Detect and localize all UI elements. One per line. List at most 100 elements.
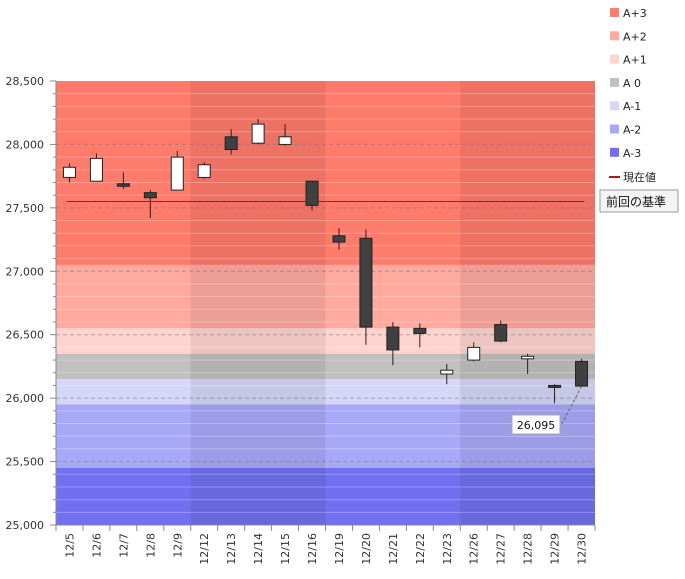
legend-item: A+1 (610, 54, 647, 67)
candle-12-7 (116, 172, 130, 189)
x-tick-label: 12/6 (90, 533, 103, 558)
price-callout-box (511, 414, 561, 435)
candle-body-down (143, 192, 157, 199)
legend-label: A+3 (623, 7, 647, 20)
candle-body-up (467, 346, 481, 361)
x-tick-label: 12/8 (144, 533, 157, 558)
candle-body-up (251, 123, 265, 144)
candle-body-down (386, 326, 400, 351)
candle-12-6 (89, 153, 103, 182)
x-tick-label: 12/9 (171, 533, 184, 558)
y-tick-label: 25,000 (6, 519, 45, 532)
legend-label: A+1 (623, 54, 647, 67)
legend-swatch (610, 77, 619, 87)
zone-band-Aplus3 (56, 81, 595, 265)
legend-label: A-2 (623, 124, 641, 137)
week-shade-1 (190, 81, 326, 525)
y-tick-label: 28,500 (6, 75, 45, 88)
x-tick-label: 12/19 (333, 533, 346, 565)
price-callout-label: 26,095 (517, 419, 556, 432)
zone-band-Aminus3 (56, 467, 595, 525)
candle-12-23 (440, 363, 454, 385)
candle-12-8 (143, 190, 157, 219)
legend-swatch (610, 147, 619, 157)
price-callout-leader (561, 385, 582, 425)
candle-12-29 (548, 384, 562, 404)
zone-band-Aminus1 (56, 379, 595, 405)
candle-12-27 (494, 320, 508, 343)
legend-item: A+2 (610, 30, 647, 43)
candle-layer (62, 119, 589, 404)
y-tick-label: 25,500 (6, 456, 45, 469)
y-tick-label: 27,500 (6, 202, 45, 215)
candle-body-up (89, 157, 103, 182)
candle-body-up (278, 136, 292, 145)
x-tick-label: 12/13 (225, 533, 238, 565)
candle-12-12 (197, 162, 211, 179)
candle-body-down (575, 360, 589, 387)
y-tick-label: 26,500 (6, 329, 45, 342)
x-tick-label: 12/20 (360, 533, 373, 565)
zone-band-Aminus2 (56, 404, 595, 468)
x-tick-label: 12/16 (306, 533, 319, 565)
x-tick-label: 12/28 (522, 533, 535, 565)
candle-12-19 (332, 228, 346, 250)
candle-body-up (170, 156, 184, 191)
candle-12-21 (386, 322, 400, 366)
candle-body-down (116, 183, 130, 187)
candle-12-22 (413, 323, 427, 348)
legend-swatch (610, 31, 619, 41)
legend-swatch (610, 8, 619, 17)
week-shade-layer (190, 81, 595, 525)
y-tick-label: 26,000 (6, 392, 45, 405)
candle-12-9 (170, 150, 184, 191)
candle-12-20 (359, 229, 373, 345)
x-tick-label: 12/23 (441, 533, 454, 565)
legend-item: A 0 (610, 77, 641, 90)
legend-label: A-3 (623, 147, 641, 160)
candle-body-up (197, 164, 211, 178)
legend: A+3 A+2 A+1 A 0 A-1 A-2 A-3 現在値 (609, 7, 656, 184)
x-tick-label: 12/21 (387, 533, 400, 565)
candle-12-14 (251, 119, 265, 145)
candle-12-13 (224, 129, 238, 155)
candle-body-down (332, 235, 346, 243)
candle-12-15 (278, 124, 292, 146)
zone-band-A0 (56, 353, 595, 380)
candle-body-down (548, 384, 562, 388)
x-tick-label: 12/12 (198, 533, 211, 565)
x-tick-label: 12/29 (549, 533, 562, 565)
legend-label: A+2 (623, 30, 647, 43)
previous-basis-button-label[interactable]: 前回の基準 (606, 194, 666, 209)
candle-body-down (359, 237, 373, 328)
previous-basis-button[interactable]: 前回の基準 (599, 189, 679, 213)
candle-12-5 (62, 163, 76, 183)
legend-swatch (610, 101, 619, 111)
x-tick-label: 12/22 (414, 533, 427, 565)
legend-swatch (610, 124, 619, 134)
week-shade-2 (460, 81, 595, 525)
candle-12-26 (467, 342, 481, 362)
legend-item: A-3 (610, 147, 641, 160)
y-tick-label: 28,000 (6, 138, 45, 151)
band-layer (56, 81, 595, 525)
previous-basis-button-box[interactable] (599, 189, 679, 213)
candle-12-28 (521, 353, 535, 375)
legend-label: A 0 (623, 77, 641, 90)
legend-swatch (610, 54, 619, 64)
legend-item-current-value: 現在値 (609, 171, 656, 184)
legend-item: A-2 (610, 124, 641, 137)
candle-body-down (494, 324, 508, 342)
candle-12-16 (305, 180, 319, 211)
legend-label: 現在値 (623, 171, 656, 184)
candle-body-down (224, 136, 238, 151)
candle-body-up (440, 369, 454, 375)
x-tick-label: 12/14 (252, 533, 265, 565)
y-tick-label: 27,000 (6, 265, 45, 278)
axis-layer: 25,000 25,500 26,000 26,500 27,000 27,500 28,0… (6, 75, 596, 565)
candle-body-down (305, 180, 319, 206)
candle-body-up (62, 166, 76, 178)
x-tick-label: 12/5 (63, 533, 76, 558)
x-tick-label: 12/30 (576, 533, 589, 565)
